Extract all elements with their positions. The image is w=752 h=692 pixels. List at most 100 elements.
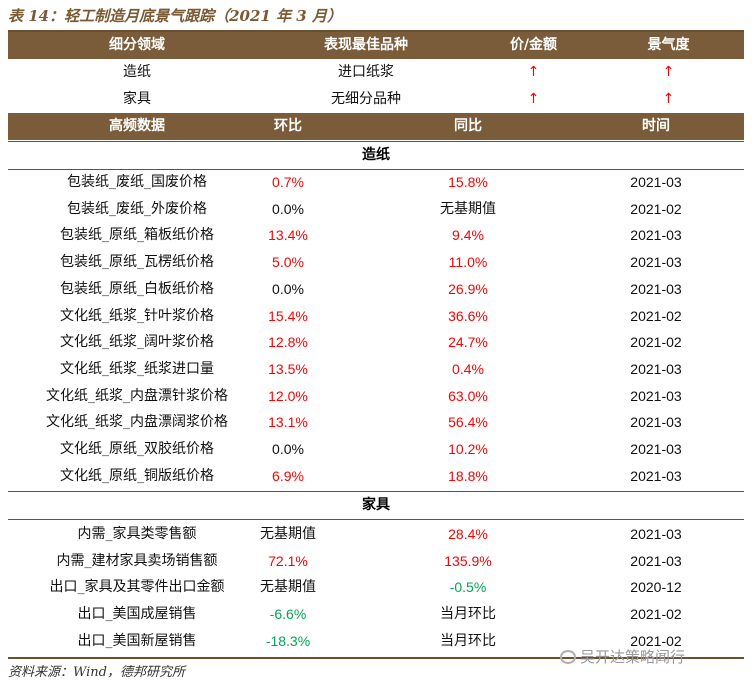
mom-cell: 12.0% [268, 387, 308, 404]
mom-cell: 5.0% [272, 254, 304, 271]
table-row: 包装纸_原纸_白板纸价格 0.0% 26.9% 2021-03 [8, 276, 744, 303]
header-price: 价/金额 [509, 37, 558, 53]
yoy-cell: 当月环比 [440, 606, 496, 623]
indicator-cell: 文化纸_纸浆_纸浆进口量 [60, 360, 214, 377]
table-title: 表 14：轻工制造月底景气跟踪（2021 年 3 月） [8, 7, 342, 25]
mom-cell: -6.6% [269, 606, 307, 623]
table-row: 出口_家具及其零件出口金额 无基期值 -0.5% 2020-12 [8, 574, 744, 601]
table-row: 出口_美国新屋销售 -18.3% 当月环比 2021-02 [8, 628, 744, 655]
mom-cell: 0.7% [272, 174, 304, 190]
header-data: 高频数据 [109, 118, 165, 134]
date-cell: 2021-02 [630, 334, 682, 351]
mom-cell: 0.0% [272, 441, 304, 457]
table-row: 出口_美国成屋销售 -6.6% 当月环比 2021-02 [8, 601, 744, 628]
table-row: 文化纸_原纸_双胶纸价格 0.0% 10.2% 2021-03 [8, 436, 744, 463]
yoy-cell: 24.7% [448, 334, 488, 351]
date-cell: 2021-03 [630, 360, 682, 377]
summary-row: 造纸 进口纸浆 ↑ ↑ [8, 59, 744, 86]
mom-cell: 72.1% [268, 552, 308, 569]
date-cell: 2021-03 [630, 280, 682, 297]
date-cell: 2021-02 [630, 606, 682, 623]
yoy-cell: 36.6% [448, 307, 488, 324]
yoy-cell: -0.5% [449, 579, 487, 596]
table-row: 内需_建材家具卖场销售额 72.1% 135.9% 2021-03 [8, 548, 744, 575]
table-row: 包装纸_原纸_瓦楞纸价格 5.0% 11.0% 2021-03 [8, 249, 744, 276]
sector-cell: 家具 [123, 91, 151, 107]
mom-cell: 13.5% [268, 360, 308, 377]
header-best: 表现最佳品种 [324, 37, 408, 53]
mom-cell: 0.0% [272, 200, 304, 217]
yoy-cell: 18.8% [448, 467, 488, 484]
table-row: 包装纸_废纸_外废价格 0.0% 无基期值 2021-02 [8, 196, 744, 223]
mom-cell: 无基期值 [260, 579, 316, 596]
indicator-cell: 包装纸_原纸_瓦楞纸价格 [60, 254, 214, 271]
up-arrow-icon: ↑ [662, 91, 675, 107]
indicator-cell: 包装纸_废纸_外废价格 [67, 200, 207, 217]
yoy-cell: 26.9% [448, 280, 488, 297]
header-mom: 环比 [274, 118, 302, 134]
date-cell: 2021-02 [630, 307, 682, 324]
header-climate: 景气度 [647, 37, 690, 53]
date-cell: 2021-03 [630, 526, 682, 542]
yoy-cell: 15.8% [448, 174, 488, 190]
best-cell: 进口纸浆 [338, 64, 394, 80]
mom-cell: -18.3% [265, 632, 311, 649]
mom-cell: 6.9% [272, 467, 304, 484]
bottom-rule [8, 657, 744, 659]
date-cell: 2021-03 [630, 414, 682, 431]
mom-cell: 无基期值 [260, 526, 316, 542]
header-yoy: 同比 [454, 118, 482, 134]
section-furniture: 家具 [8, 491, 744, 520]
date-cell: 2021-03 [630, 552, 682, 569]
yoy-cell: 135.9% [444, 552, 492, 569]
table-row: 内需_家具类零售额 无基期值 28.4% 2021-03 [8, 521, 744, 548]
mom-cell: 12.8% [268, 334, 308, 351]
up-arrow-icon: ↑ [662, 64, 675, 80]
date-cell: 2021-03 [630, 387, 682, 404]
indicator-cell: 出口_美国成屋销售 [77, 606, 197, 623]
date-cell: 2021-02 [630, 200, 682, 217]
header-date: 时间 [642, 118, 670, 134]
date-cell: 2021-02 [630, 632, 682, 649]
table-row: 包装纸_原纸_箱板纸价格 13.4% 9.4% 2021-03 [8, 222, 744, 249]
table-row: 文化纸_纸浆_内盘漂针浆价格 12.0% 63.0% 2021-03 [8, 383, 744, 410]
table-row: 文化纸_纸浆_纸浆进口量 13.5% 0.4% 2021-03 [8, 356, 744, 383]
yoy-cell: 10.2% [448, 441, 488, 457]
date-cell: 2021-03 [630, 441, 682, 457]
indicator-cell: 包装纸_原纸_白板纸价格 [60, 280, 214, 297]
yoy-cell: 9.4% [452, 227, 484, 244]
indicator-cell: 文化纸_原纸_双胶纸价格 [60, 441, 214, 457]
table-row: 文化纸_纸浆_阔叶浆价格 12.8% 24.7% 2021-02 [8, 329, 744, 356]
table-row: 包装纸_废纸_国废价格 0.7% 15.8% 2021-03 [8, 169, 744, 196]
mom-cell: 15.4% [268, 307, 308, 324]
summary-row: 家具 无细分品种 ↑ ↑ [8, 86, 744, 113]
indicator-cell: 出口_家具及其零件出口金额 [49, 579, 225, 596]
yoy-cell: 0.4% [452, 360, 484, 377]
date-cell: 2021-03 [630, 254, 682, 271]
mom-cell: 0.0% [272, 280, 304, 297]
watermark-text: 吴开达策略闻行 [580, 648, 686, 666]
up-arrow-icon: ↑ [527, 64, 540, 80]
yoy-cell: 11.0% [448, 254, 488, 271]
indicator-cell: 文化纸_纸浆_针叶浆价格 [60, 307, 214, 324]
wechat-icon [560, 650, 576, 664]
up-arrow-icon: ↑ [527, 91, 540, 107]
header-summary: 细分领域 表现最佳品种 价/金额 景气度 [8, 32, 744, 59]
source-note: 资料来源：Wind，德邦研究所 [8, 665, 185, 680]
date-cell: 2021-03 [630, 467, 682, 484]
section-paper: 造纸 [8, 141, 744, 170]
table-row: 文化纸_原纸_铜版纸价格 6.9% 18.8% 2021-03 [8, 463, 744, 490]
header-sector: 细分领域 [109, 37, 165, 53]
indicator-cell: 文化纸_原纸_铜版纸价格 [60, 467, 214, 484]
mom-cell: 13.1% [268, 414, 308, 431]
indicator-cell: 出口_美国新屋销售 [77, 632, 197, 649]
indicator-cell: 包装纸_废纸_国废价格 [67, 174, 207, 190]
indicator-cell: 内需_建材家具卖场销售额 [56, 552, 218, 569]
yoy-cell: 当月环比 [440, 632, 496, 649]
indicator-cell: 文化纸_纸浆_阔叶浆价格 [60, 334, 214, 351]
mom-cell: 13.4% [268, 227, 308, 244]
date-cell: 2021-03 [630, 227, 682, 244]
watermark: 吴开达策略闻行 [560, 646, 685, 667]
date-cell: 2020-12 [630, 579, 682, 596]
best-cell: 无细分品种 [331, 91, 401, 107]
